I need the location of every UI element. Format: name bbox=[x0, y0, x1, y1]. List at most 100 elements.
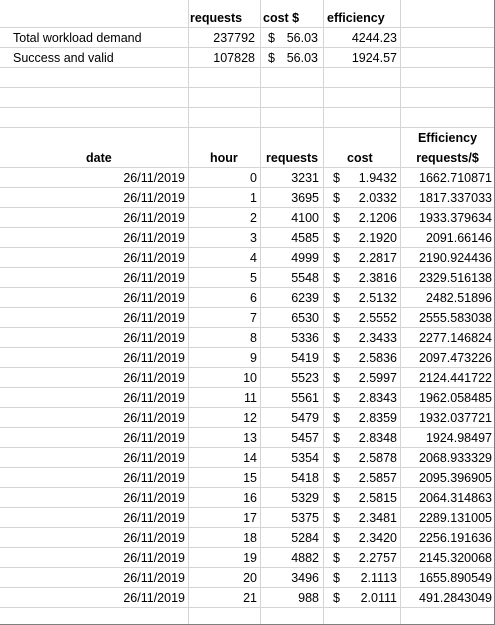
summary-header-cost[interactable]: cost $ bbox=[263, 11, 300, 25]
date-cell[interactable]: 26/11/2019 bbox=[123, 591, 185, 605]
hour-cell[interactable]: 3 bbox=[250, 231, 257, 245]
requests-cell[interactable]: 4882 bbox=[291, 551, 319, 565]
header-hour[interactable]: hour bbox=[210, 151, 238, 165]
efficiency-cell[interactable]: 2190.924436 bbox=[419, 251, 492, 265]
date-cell[interactable]: 26/11/2019 bbox=[123, 411, 185, 425]
requests-cell[interactable]: 6530 bbox=[291, 311, 319, 325]
hour-cell[interactable]: 16 bbox=[243, 491, 257, 505]
summary-header-efficiency[interactable]: efficiency bbox=[327, 11, 385, 25]
hour-cell[interactable]: 14 bbox=[243, 451, 257, 465]
date-cell[interactable]: 26/11/2019 bbox=[123, 371, 185, 385]
cost-cell[interactable]: 2.5878 bbox=[358, 451, 397, 465]
efficiency-cell[interactable]: 1962.058485 bbox=[419, 391, 492, 405]
hour-cell[interactable]: 15 bbox=[243, 471, 257, 485]
requests-cell[interactable]: 3695 bbox=[291, 191, 319, 205]
hour-cell[interactable]: 6 bbox=[250, 291, 257, 305]
summary-efficiency[interactable]: 1924.57 bbox=[351, 51, 397, 65]
efficiency-cell[interactable]: 1662.710871 bbox=[419, 171, 492, 185]
date-cell[interactable]: 26/11/2019 bbox=[123, 471, 185, 485]
hour-cell[interactable]: 5 bbox=[250, 271, 257, 285]
efficiency-cell[interactable]: 2124.441722 bbox=[419, 371, 492, 385]
requests-cell[interactable]: 3496 bbox=[291, 571, 319, 585]
requests-cell[interactable]: 3231 bbox=[291, 171, 319, 185]
hour-cell[interactable]: 21 bbox=[243, 591, 257, 605]
cost-cell[interactable]: 2.8359 bbox=[358, 411, 397, 425]
date-cell[interactable]: 26/11/2019 bbox=[123, 191, 185, 205]
requests-cell[interactable]: 5375 bbox=[291, 511, 319, 525]
hour-cell[interactable]: 4 bbox=[250, 251, 257, 265]
cost-cell[interactable]: 2.3816 bbox=[358, 271, 397, 285]
requests-cell[interactable]: 988 bbox=[298, 591, 319, 605]
hour-cell[interactable]: 17 bbox=[243, 511, 257, 525]
efficiency-cell[interactable]: 2068.933329 bbox=[419, 451, 492, 465]
date-cell[interactable]: 26/11/2019 bbox=[123, 531, 185, 545]
header-cost[interactable]: cost bbox=[347, 151, 373, 165]
efficiency-cell[interactable]: 2095.396905 bbox=[419, 471, 492, 485]
efficiency-cell[interactable]: 2277.146824 bbox=[419, 331, 492, 345]
requests-cell[interactable]: 5418 bbox=[291, 471, 319, 485]
efficiency-cell[interactable]: 2555.583038 bbox=[419, 311, 492, 325]
cost-cell[interactable]: 2.0111 bbox=[360, 591, 397, 605]
requests-cell[interactable]: 6239 bbox=[291, 291, 319, 305]
hour-cell[interactable]: 12 bbox=[243, 411, 257, 425]
hour-cell[interactable]: 9 bbox=[250, 351, 257, 365]
cost-cell[interactable]: 2.5815 bbox=[358, 491, 397, 505]
date-cell[interactable]: 26/11/2019 bbox=[123, 251, 185, 265]
cost-cell[interactable]: 2.8348 bbox=[358, 431, 397, 445]
efficiency-cell[interactable]: 2097.473226 bbox=[419, 351, 492, 365]
cost-cell[interactable]: 2.2757 bbox=[358, 551, 397, 565]
requests-cell[interactable]: 5479 bbox=[291, 411, 319, 425]
date-cell[interactable]: 26/11/2019 bbox=[123, 231, 185, 245]
requests-cell[interactable]: 5329 bbox=[291, 491, 319, 505]
summary-label[interactable]: Total workload demand bbox=[13, 31, 142, 45]
efficiency-cell[interactable]: 2145.320068 bbox=[419, 551, 492, 565]
efficiency-cell[interactable]: 2256.191636 bbox=[419, 531, 492, 545]
hour-cell[interactable]: 7 bbox=[250, 311, 257, 325]
hour-cell[interactable]: 18 bbox=[243, 531, 257, 545]
efficiency-cell[interactable]: 2091.66146 bbox=[425, 231, 492, 245]
cost-cell[interactable]: 2.5997 bbox=[358, 371, 397, 385]
requests-cell[interactable]: 4100 bbox=[291, 211, 319, 225]
requests-cell[interactable]: 5548 bbox=[291, 271, 319, 285]
efficiency-cell[interactable]: 1933.379634 bbox=[419, 211, 492, 225]
cost-cell[interactable]: 2.1113 bbox=[360, 571, 397, 585]
summary-label[interactable]: Success and valid bbox=[13, 51, 114, 65]
cost-cell[interactable]: 2.8343 bbox=[358, 391, 397, 405]
cost-cell[interactable]: 2.5132 bbox=[358, 291, 397, 305]
requests-cell[interactable]: 5354 bbox=[291, 451, 319, 465]
requests-cell[interactable]: 4585 bbox=[291, 231, 319, 245]
hour-cell[interactable]: 20 bbox=[243, 571, 257, 585]
cost-cell[interactable]: 2.3481 bbox=[358, 511, 397, 525]
date-cell[interactable]: 26/11/2019 bbox=[123, 451, 185, 465]
hour-cell[interactable]: 2 bbox=[250, 211, 257, 225]
header-date[interactable]: date bbox=[86, 151, 112, 165]
summary-cost[interactable]: 56.03 bbox=[286, 31, 318, 45]
date-cell[interactable]: 26/11/2019 bbox=[123, 571, 185, 585]
date-cell[interactable]: 26/11/2019 bbox=[123, 391, 185, 405]
efficiency-cell[interactable]: 2289.131005 bbox=[419, 511, 492, 525]
cost-cell[interactable]: 2.0332 bbox=[358, 191, 397, 205]
cost-cell[interactable]: 2.1206 bbox=[358, 211, 397, 225]
cost-cell[interactable]: 1.9432 bbox=[358, 171, 397, 185]
hour-cell[interactable]: 8 bbox=[250, 331, 257, 345]
hour-cell[interactable]: 11 bbox=[244, 391, 257, 405]
date-cell[interactable]: 26/11/2019 bbox=[123, 271, 185, 285]
date-cell[interactable]: 26/11/2019 bbox=[123, 491, 185, 505]
cost-cell[interactable]: 2.3420 bbox=[358, 531, 397, 545]
requests-cell[interactable]: 5284 bbox=[291, 531, 319, 545]
date-cell[interactable]: 26/11/2019 bbox=[123, 351, 185, 365]
date-cell[interactable]: 26/11/2019 bbox=[123, 511, 185, 525]
date-cell[interactable]: 26/11/2019 bbox=[123, 311, 185, 325]
cost-cell[interactable]: 2.5857 bbox=[358, 471, 397, 485]
hour-cell[interactable]: 0 bbox=[250, 171, 257, 185]
requests-cell[interactable]: 5523 bbox=[291, 371, 319, 385]
summary-efficiency[interactable]: 4244.23 bbox=[351, 31, 397, 45]
requests-cell[interactable]: 5561 bbox=[291, 391, 319, 405]
date-cell[interactable]: 26/11/2019 bbox=[123, 331, 185, 345]
efficiency-cell[interactable]: 1924.98497 bbox=[425, 431, 492, 445]
cost-cell[interactable]: 2.2817 bbox=[358, 251, 397, 265]
cost-cell[interactable]: 2.5552 bbox=[358, 311, 397, 325]
summary-requests[interactable]: 237792 bbox=[213, 31, 255, 45]
hour-cell[interactable]: 13 bbox=[243, 431, 257, 445]
requests-cell[interactable]: 5419 bbox=[291, 351, 319, 365]
